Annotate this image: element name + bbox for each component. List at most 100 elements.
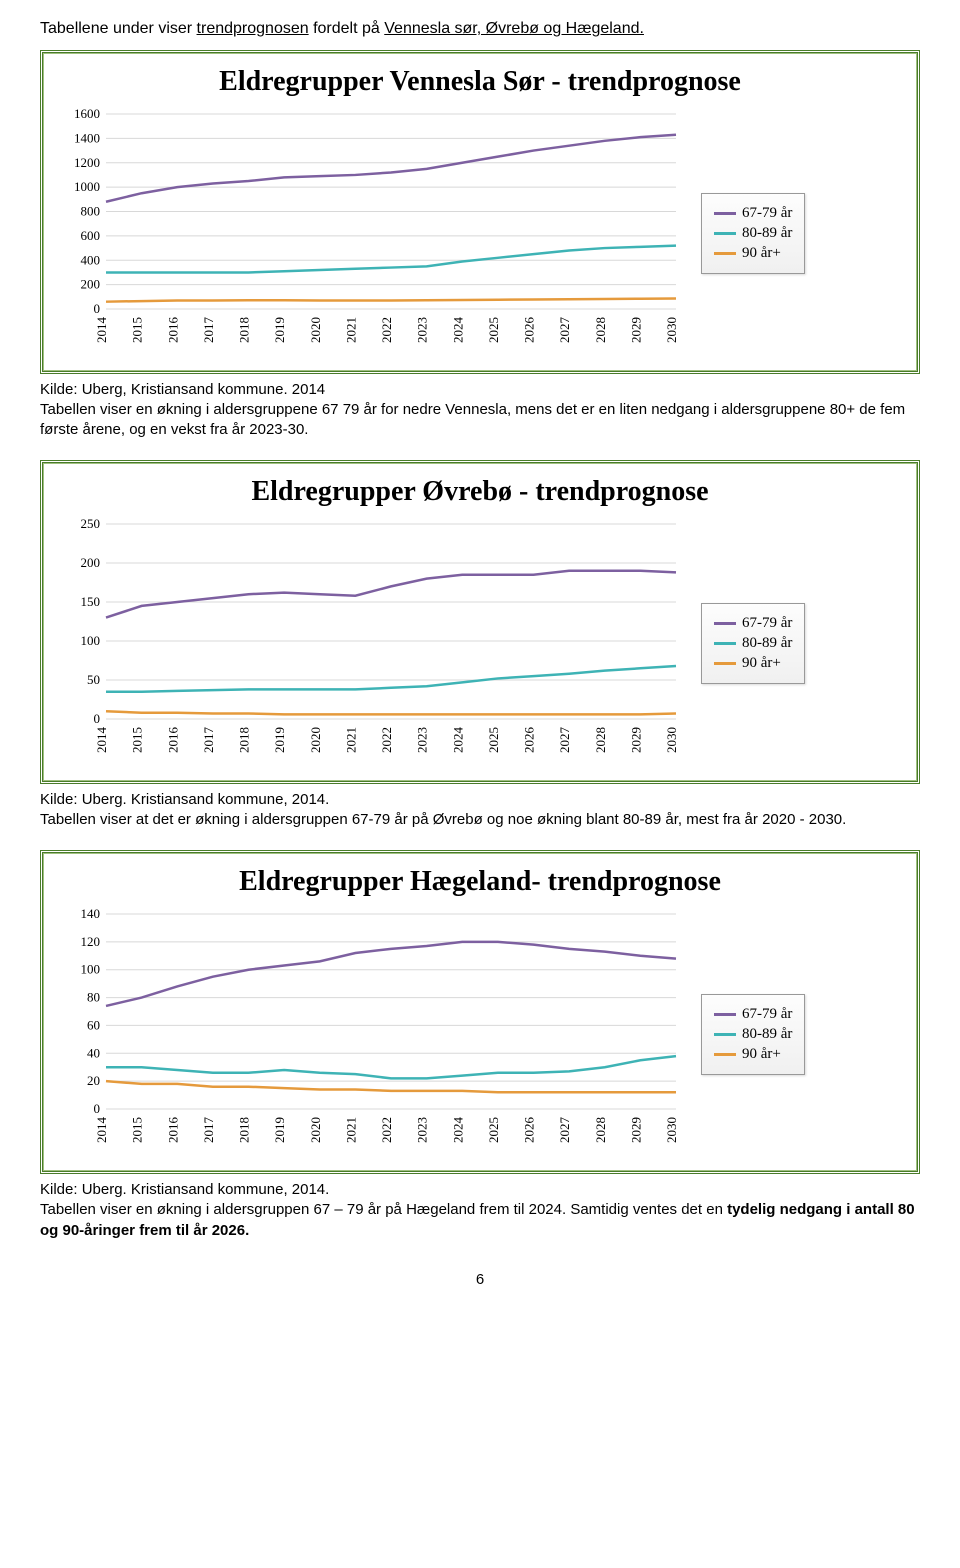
svg-text:2016: 2016 (165, 1117, 180, 1144)
svg-text:2022: 2022 (379, 317, 394, 343)
svg-text:2019: 2019 (272, 317, 287, 343)
chart-plot: 0 50 100 150 200 250 2014 2015 2016 2017 2018 2019 2… (61, 519, 681, 769)
svg-text:2023: 2023 (415, 727, 430, 753)
svg-text:250: 250 (81, 519, 101, 531)
svg-text:2023: 2023 (415, 1117, 430, 1143)
svg-text:2025: 2025 (486, 317, 501, 343)
legend-swatch (714, 252, 736, 255)
series-line (106, 1081, 676, 1092)
svg-text:0: 0 (94, 711, 101, 726)
svg-text:2029: 2029 (628, 1117, 643, 1143)
svg-text:2021: 2021 (343, 317, 358, 343)
svg-text:200: 200 (81, 555, 101, 570)
svg-text:2020: 2020 (308, 317, 323, 343)
legend-item: 90 år+ (714, 1046, 792, 1063)
svg-text:2016: 2016 (165, 726, 180, 753)
svg-text:0: 0 (94, 301, 101, 316)
legend-swatch (714, 232, 736, 235)
svg-text:1400: 1400 (74, 130, 100, 145)
legend-item: 67-79 år (714, 1006, 792, 1023)
svg-text:2027: 2027 (557, 726, 572, 753)
svg-text:50: 50 (87, 672, 100, 687)
chart-title: Eldregrupper Vennesla Sør - trendprognos… (61, 65, 899, 99)
svg-text:2029: 2029 (628, 727, 643, 753)
svg-text:2020: 2020 (308, 1117, 323, 1143)
svg-text:1000: 1000 (74, 179, 100, 194)
legend-label: 90 år+ (742, 1046, 781, 1063)
legend-swatch (714, 642, 736, 645)
svg-text:80: 80 (87, 990, 100, 1005)
svg-text:2022: 2022 (379, 1117, 394, 1143)
svg-text:200: 200 (81, 276, 101, 291)
legend-label: 80-89 år (742, 635, 792, 652)
series-line (106, 1056, 676, 1078)
chart-frame: Eldregrupper Hægeland- trendprognose0204… (40, 850, 920, 1174)
svg-text:2021: 2021 (343, 1117, 358, 1143)
svg-text:2022: 2022 (379, 727, 394, 753)
svg-text:400: 400 (81, 252, 101, 267)
chart-caption: Kilde: Uberg, Kristiansand kommune. 2014… (40, 380, 920, 441)
legend-item: 67-79 år (714, 205, 792, 222)
legend-item: 90 år+ (714, 655, 792, 672)
legend-swatch (714, 1053, 736, 1056)
svg-text:150: 150 (81, 594, 101, 609)
svg-text:2030: 2030 (664, 317, 679, 343)
chart-caption: Kilde: Uberg. Kristiansand kommune, 2014… (40, 1180, 920, 1241)
legend-label: 67-79 år (742, 205, 792, 222)
svg-text:2030: 2030 (664, 727, 679, 753)
svg-text:2017: 2017 (201, 726, 216, 753)
chart-title: Eldregrupper Hægeland- trendprognose (61, 865, 899, 899)
svg-text:40: 40 (87, 1045, 100, 1060)
legend-swatch (714, 1013, 736, 1016)
intro-paragraph: Tabellene under viser trendprognosen for… (40, 20, 920, 38)
svg-text:2018: 2018 (237, 727, 252, 753)
svg-text:2014: 2014 (94, 726, 109, 753)
legend-item: 80-89 år (714, 635, 792, 652)
svg-text:1600: 1600 (74, 109, 100, 121)
svg-text:2018: 2018 (237, 317, 252, 343)
intro-underlined-2: Vennesla sør, Øvrebø og Hægeland. (384, 20, 644, 37)
legend-label: 67-79 år (742, 1006, 792, 1023)
svg-text:600: 600 (81, 227, 101, 242)
legend-label: 80-89 år (742, 1026, 792, 1043)
svg-text:100: 100 (81, 962, 101, 977)
legend-item: 80-89 år (714, 225, 792, 242)
series-line (106, 711, 676, 714)
chart-plot: 0204060801001201402014201520162017201820… (61, 909, 681, 1159)
legend-swatch (714, 1033, 736, 1036)
page-number: 6 (40, 1271, 920, 1288)
svg-text:2015: 2015 (130, 1117, 145, 1143)
svg-text:2014: 2014 (94, 1117, 109, 1144)
svg-text:100: 100 (81, 633, 101, 648)
chart-frame: Eldregrupper Vennesla Sør - trendprognos… (40, 50, 920, 374)
legend-label: 90 år+ (742, 245, 781, 262)
svg-text:2023: 2023 (415, 317, 430, 343)
svg-text:2027: 2027 (557, 316, 572, 343)
svg-text:2015: 2015 (130, 727, 145, 753)
legend-item: 67-79 år (714, 615, 792, 632)
legend-label: 90 år+ (742, 655, 781, 672)
svg-text:2025: 2025 (486, 1117, 501, 1143)
series-line (106, 942, 676, 1006)
svg-text:2024: 2024 (450, 316, 465, 343)
svg-text:2028: 2028 (593, 317, 608, 343)
series-line (106, 666, 676, 692)
svg-text:2024: 2024 (450, 1117, 465, 1144)
svg-text:2026: 2026 (522, 316, 537, 343)
series-line (106, 571, 676, 618)
svg-text:2017: 2017 (201, 316, 216, 343)
svg-text:2016: 2016 (165, 316, 180, 343)
chart-legend: 67-79 år 80-89 år 90 år+ (701, 193, 805, 274)
svg-text:2019: 2019 (272, 727, 287, 753)
legend-label: 67-79 år (742, 615, 792, 632)
legend-item: 80-89 år (714, 1026, 792, 1043)
series-line (106, 245, 676, 272)
svg-text:120: 120 (81, 934, 101, 949)
svg-text:2026: 2026 (522, 1117, 537, 1144)
chart-frame: Eldregrupper Øvrebø - trendprognose 0 50 10… (40, 460, 920, 784)
chart-title: Eldregrupper Øvrebø - trendprognose (61, 475, 899, 509)
svg-text:2028: 2028 (593, 727, 608, 753)
legend-swatch (714, 212, 736, 215)
svg-text:2024: 2024 (450, 726, 465, 753)
chart-legend: 67-79 år 80-89 år 90 år+ (701, 994, 805, 1075)
